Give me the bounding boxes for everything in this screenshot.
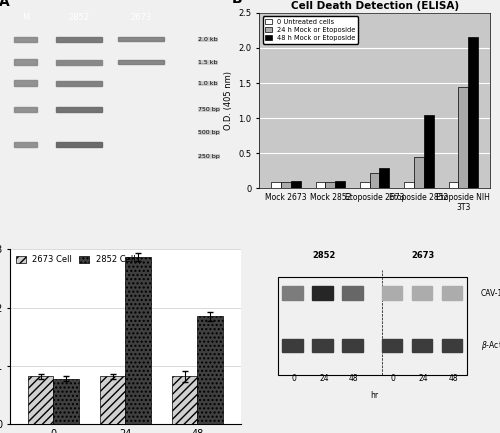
Bar (360, 182, 370, 188)
Bar (14, 59, 37, 65)
Bar (382, 339, 402, 352)
Text: 48: 48 (448, 374, 458, 383)
Text: 1.0 kb: 1.0 kb (198, 81, 218, 85)
Text: 48: 48 (349, 374, 358, 383)
Bar (404, 182, 414, 188)
Text: 24: 24 (319, 374, 328, 383)
Text: 24: 24 (418, 374, 428, 383)
Text: 0: 0 (390, 374, 396, 383)
Text: 0: 0 (292, 374, 296, 383)
Text: 2852: 2852 (68, 13, 90, 22)
Text: 2.0 kb: 2.0 kb (198, 37, 218, 42)
Text: 2673: 2673 (130, 13, 152, 22)
Bar (342, 339, 363, 352)
Bar (370, 173, 380, 188)
Bar (14, 37, 37, 42)
Bar (118, 38, 164, 41)
Bar (56, 81, 102, 86)
Bar (100, 377, 126, 424)
Bar (382, 286, 402, 300)
Text: CAV-1: CAV-1 (481, 288, 500, 297)
Bar (290, 181, 300, 188)
Text: 750 bp: 750 bp (198, 107, 220, 112)
Bar (316, 182, 326, 188)
Legend: 2673 Cell, 2852 Cell: 2673 Cell, 2852 Cell (14, 253, 137, 266)
Bar (342, 286, 363, 300)
Text: B: B (232, 0, 242, 6)
Bar (271, 182, 281, 188)
Bar (468, 38, 478, 188)
Text: hr: hr (370, 391, 378, 400)
Bar (312, 286, 333, 300)
Bar (448, 182, 458, 188)
Bar (326, 182, 335, 188)
Bar (412, 339, 432, 352)
Text: 500 bp: 500 bp (198, 129, 220, 135)
Bar (312, 339, 333, 352)
Bar (14, 81, 37, 86)
Bar (278, 277, 467, 375)
Bar (126, 257, 150, 424)
Bar (335, 181, 345, 188)
Bar (380, 168, 390, 188)
Bar (56, 60, 102, 65)
Bar (442, 339, 462, 352)
Bar (282, 286, 303, 300)
Bar (458, 87, 468, 188)
Bar (442, 286, 462, 300)
Bar (424, 114, 434, 188)
Bar (28, 377, 54, 424)
Bar (414, 156, 424, 188)
Text: 1.5 kb: 1.5 kb (198, 59, 218, 65)
Bar (14, 142, 37, 147)
Bar (14, 107, 37, 112)
Bar (56, 107, 102, 112)
Bar (281, 182, 290, 188)
Bar (412, 286, 432, 300)
Bar (282, 339, 303, 352)
Text: 250 bp: 250 bp (198, 154, 220, 159)
Bar (56, 37, 102, 42)
Bar (56, 142, 102, 147)
Text: $\beta$-Actin: $\beta$-Actin (481, 339, 500, 352)
Bar (172, 377, 198, 424)
Legend: 0 Untreated cells, 24 h Mock or Etoposide, 48 h Mock or Etoposide: 0 Untreated cells, 24 h Mock or Etoposid… (262, 16, 358, 44)
Text: 2673: 2673 (412, 251, 434, 260)
Bar (198, 317, 222, 424)
Y-axis label: O.D. (405 nm): O.D. (405 nm) (224, 71, 233, 130)
Text: M: M (22, 13, 29, 22)
Title: Cell Death Detection (ELISA): Cell Death Detection (ELISA) (290, 1, 458, 11)
Bar (118, 60, 164, 64)
Text: 2852: 2852 (312, 251, 336, 260)
Text: A: A (0, 0, 9, 10)
Bar (54, 379, 78, 424)
